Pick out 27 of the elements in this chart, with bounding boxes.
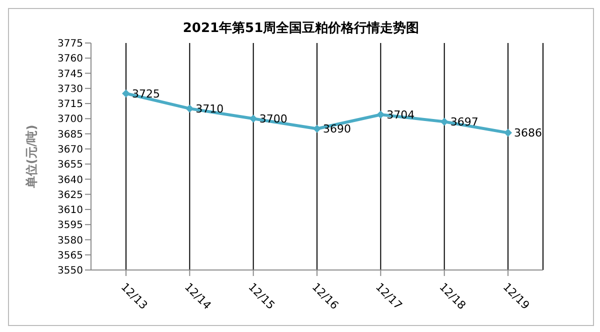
point: [504, 128, 512, 137]
point: [186, 104, 194, 113]
y-tick-label: 3745: [58, 68, 83, 80]
y-tick-label: 3700: [58, 114, 83, 126]
data-label: 3690: [323, 122, 351, 136]
point: [249, 114, 258, 123]
y-tick-label: 3595: [58, 220, 83, 232]
y-tick-label: 3640: [58, 174, 83, 186]
y-tick-label: 3730: [58, 84, 83, 95]
y-tick-label: 3655: [58, 160, 83, 171]
y-tick-label: 3565: [58, 250, 83, 262]
y-tick-label: 3670: [58, 144, 83, 156]
y-tick-label: 3625: [58, 190, 83, 201]
y-tick-label: 3685: [58, 129, 83, 140]
y-tick-label: 3550: [58, 266, 83, 277]
point: [440, 118, 448, 126]
y-tick-label: 3715: [58, 99, 83, 110]
chart-title: 2021年第51周全国豆粕价格行情走势图: [182, 20, 420, 37]
data-label: 3725: [132, 87, 160, 100]
y-tick-label: 3775: [58, 38, 83, 50]
y-tick-label: 3580: [58, 235, 83, 246]
y-tick-label: 3610: [58, 205, 83, 216]
point: [122, 89, 130, 98]
y-tick-label: 3760: [58, 54, 83, 65]
data-label: 3686: [514, 126, 542, 140]
point: [313, 124, 321, 133]
y-axis-title: 单位(元/吨): [24, 124, 38, 190]
